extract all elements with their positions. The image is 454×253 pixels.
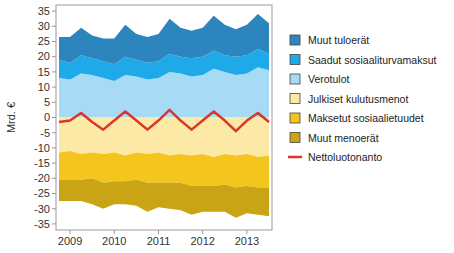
y-tick: [52, 71, 56, 72]
x-tick: [114, 230, 115, 234]
y-tick: [52, 193, 56, 194]
legend-swatch: [288, 156, 302, 159]
legend-swatch: [290, 94, 300, 104]
y-tick: [52, 163, 56, 164]
y-tick-label: -5: [40, 127, 50, 139]
x-tick: [246, 230, 247, 234]
legend-label: Nettoluotonanto: [308, 151, 382, 163]
plot-frame: [56, 5, 272, 230]
y-tick: [52, 41, 56, 42]
legend-label: Maksetut sosiaalietuudet: [308, 112, 424, 124]
x-tick-label: 2011: [147, 235, 171, 247]
legend-item: Maksetut sosiaalietuudet: [290, 112, 424, 124]
legend-swatch: [290, 74, 300, 84]
legend-item: Muut menoerät: [290, 132, 379, 144]
chart: -35 -30 -25 -20 -15 -10 -5 0 5 10 15 20 25 30 35 2009 20…: [0, 0, 454, 253]
y-tick-label: -10: [34, 142, 50, 154]
x-tick-label: 2009: [58, 235, 82, 247]
area: [59, 14, 269, 64]
legend-swatch: [290, 113, 300, 123]
y-tick-label: 5: [44, 96, 50, 108]
y-tick-label: -15: [34, 157, 50, 169]
line: [59, 110, 269, 131]
legend-item: Muut tuloerät: [290, 34, 369, 46]
legend-label: Verotulot: [308, 73, 350, 85]
y-tick: [52, 87, 56, 88]
y-tick: [52, 117, 56, 118]
legend-swatch: [290, 133, 300, 143]
y-axis-label: Mrd. €: [5, 102, 17, 133]
legend-item: Saadut sosiaaliturvamaksut: [290, 54, 436, 66]
legend-item: Julkiset kulutusmenot: [290, 93, 408, 105]
y-tick: [52, 178, 56, 179]
area: [59, 178, 269, 218]
legend-label: Julkiset kulutusmenot: [308, 93, 408, 105]
y-tick-label: -20: [34, 172, 50, 184]
area: [59, 118, 269, 158]
y-tick: [52, 11, 56, 12]
y-tick-label: 25: [38, 35, 50, 47]
x-tick: [158, 230, 159, 234]
y-tick-label: 20: [38, 50, 50, 62]
y-tick-label: 10: [38, 81, 50, 93]
y-tick-label: -30: [34, 203, 50, 215]
y-tick: [52, 132, 56, 133]
y-tick-label: 15: [38, 66, 50, 78]
y-tick: [52, 147, 56, 148]
y-tick: [52, 208, 56, 209]
y-tick: [52, 56, 56, 57]
y-tick: [52, 223, 56, 224]
x-tick-label: 2012: [190, 235, 214, 247]
legend-swatch: [290, 55, 300, 65]
y-tick: [52, 102, 56, 103]
y-tick-label: -25: [34, 187, 50, 199]
y-tick: [52, 26, 56, 27]
x-tick-label: 2013: [235, 235, 259, 247]
y-tick-label: -35: [34, 218, 50, 230]
legend-item: Verotulot: [290, 73, 350, 85]
legend-label: Muut tuloerät: [308, 34, 369, 46]
y-tick-label: 30: [38, 20, 50, 32]
legend-label: Saadut sosiaaliturvamaksut: [308, 54, 436, 66]
y-tick-label: 35: [38, 5, 50, 17]
x-tick-label: 2010: [102, 235, 126, 247]
legend-item: Nettoluotonanto: [288, 151, 382, 163]
x-tick: [70, 230, 71, 234]
legend-swatch: [290, 35, 300, 45]
x-tick: [202, 230, 203, 234]
legend-label: Muut menoerät: [308, 132, 379, 144]
plot-area: [59, 14, 269, 218]
y-tick-label: 0: [44, 111, 50, 123]
